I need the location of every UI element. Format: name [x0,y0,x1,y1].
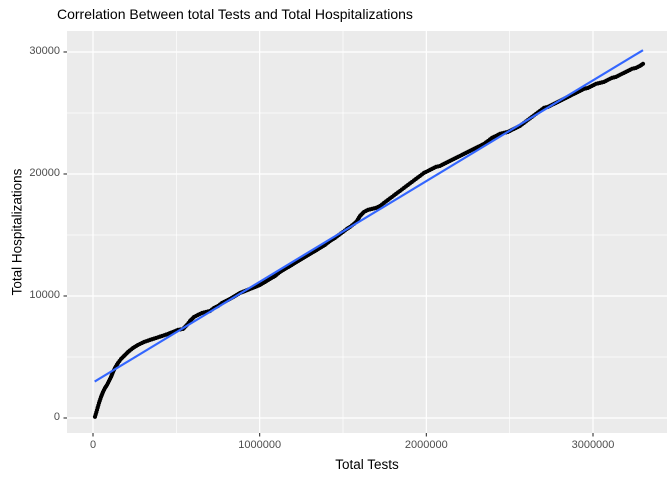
scatter-point [640,61,646,66]
trend-line [94,49,644,383]
y-tick-label: 0 [53,411,60,424]
y-axis-title: Total Hospitalizations [9,168,25,296]
x-tick-label: 3000000 [571,439,615,451]
x-tick-label: 0 [89,439,97,451]
x-axis-title: Total Tests [335,457,399,472]
y-tick-label: 10000 [29,289,60,302]
x-tick-label: 2000000 [404,439,448,451]
y-tick-label: 20000 [29,167,60,180]
y-tick-label: 30000 [29,45,60,58]
x-tick-label: 1000000 [238,439,282,451]
chart-title: Correlation Between total Tests and Tota… [57,6,413,22]
